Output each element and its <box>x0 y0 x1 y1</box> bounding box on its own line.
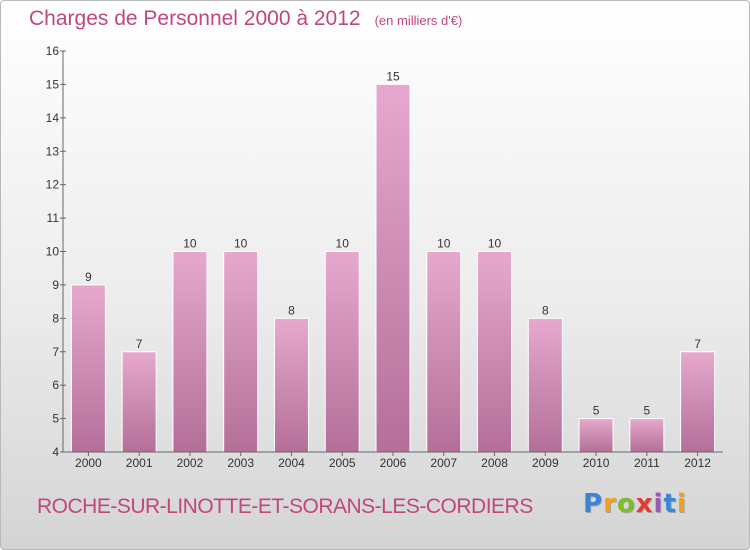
x-tick-label: 2006 <box>380 456 407 470</box>
y-tick-label: 5 <box>52 412 59 426</box>
y-tick-label: 16 <box>46 44 60 58</box>
bar-2001 <box>121 351 157 453</box>
axes-layer <box>60 50 723 456</box>
x-tick-label: 2000 <box>75 456 102 470</box>
chart-title: Charges de Personnel 2000 à 2012 <box>29 7 361 30</box>
bar-2004 <box>273 317 309 453</box>
brand-letter: P <box>583 489 604 519</box>
bar-value-label: 7 <box>694 337 701 351</box>
x-tick-label: 2004 <box>278 456 305 470</box>
brand-logo[interactable]: Proxiti <box>583 489 687 519</box>
bar-value-label: 5 <box>644 404 651 418</box>
x-tick-label: 2008 <box>481 456 508 470</box>
bar-2011 <box>629 418 665 453</box>
brand-letter: x <box>635 489 654 519</box>
bar-2003 <box>223 251 259 453</box>
y-tick-label: 14 <box>46 111 60 125</box>
bar-value-label: 10 <box>437 237 451 251</box>
bar-2000 <box>70 284 106 453</box>
bar-2002 <box>172 251 208 453</box>
bar-value-label: 8 <box>542 303 549 317</box>
bar-value-label: 10 <box>234 237 248 251</box>
y-tick-label: 10 <box>46 245 60 259</box>
y-tick-label: 12 <box>46 178 60 192</box>
title-row: Charges de Personnel 2000 à 2012 (en mill… <box>29 7 462 31</box>
bars-layer <box>70 83 716 453</box>
bar-2006 <box>375 83 411 453</box>
y-tick-label: 15 <box>46 77 60 91</box>
x-tick-label: 2011 <box>634 456 660 470</box>
brand-letter: t <box>663 489 677 519</box>
chart-subtitle: (en milliers d'€) <box>374 13 463 28</box>
y-tick-label: 13 <box>46 144 60 158</box>
bar-value-label: 15 <box>386 69 400 83</box>
bar-2008 <box>477 251 513 453</box>
bar-2005 <box>324 251 360 453</box>
y-tick-label: 11 <box>47 211 60 225</box>
brand-letter: i <box>653 489 664 519</box>
y-tick-label: 6 <box>52 378 59 392</box>
bar-value-label: 9 <box>85 270 92 284</box>
x-tick-label: 2001 <box>126 456 153 470</box>
bar-2009 <box>527 317 563 453</box>
bar-value-label: 8 <box>288 303 295 317</box>
bar-value-label: 5 <box>593 404 600 418</box>
bar-2012 <box>680 351 716 453</box>
x-tick-label: 2012 <box>684 456 711 470</box>
location-name: ROCHE-SUR-LINOTTE-ET-SORANS-LES-CORDIERS <box>37 495 533 518</box>
labels-layer: 9 2000 7 2001 10 2002 10 2003 8 2004 10 2005 15 2006 1… <box>46 44 712 470</box>
x-tick-label: 2002 <box>177 456 204 470</box>
bar-value-label: 10 <box>183 237 197 251</box>
brand-letter: i <box>676 489 687 519</box>
y-tick-label: 7 <box>52 345 59 359</box>
bar-2007 <box>426 251 462 453</box>
x-tick-label: 2003 <box>227 456 254 470</box>
bar-value-label: 7 <box>136 337 143 351</box>
y-tick-label: 8 <box>52 311 59 325</box>
x-tick-label: 2005 <box>329 456 356 470</box>
bar-value-label: 10 <box>488 237 502 251</box>
bar-2010 <box>578 418 614 453</box>
bar-value-label: 10 <box>336 237 350 251</box>
x-tick-label: 2010 <box>583 456 610 470</box>
x-tick-label: 2007 <box>430 456 457 470</box>
y-tick-label: 9 <box>52 278 59 292</box>
y-tick-label: 4 <box>52 445 59 459</box>
brand-letter: r <box>603 489 617 519</box>
x-tick-label: 2009 <box>532 456 559 470</box>
brand-letter: o <box>616 489 636 519</box>
